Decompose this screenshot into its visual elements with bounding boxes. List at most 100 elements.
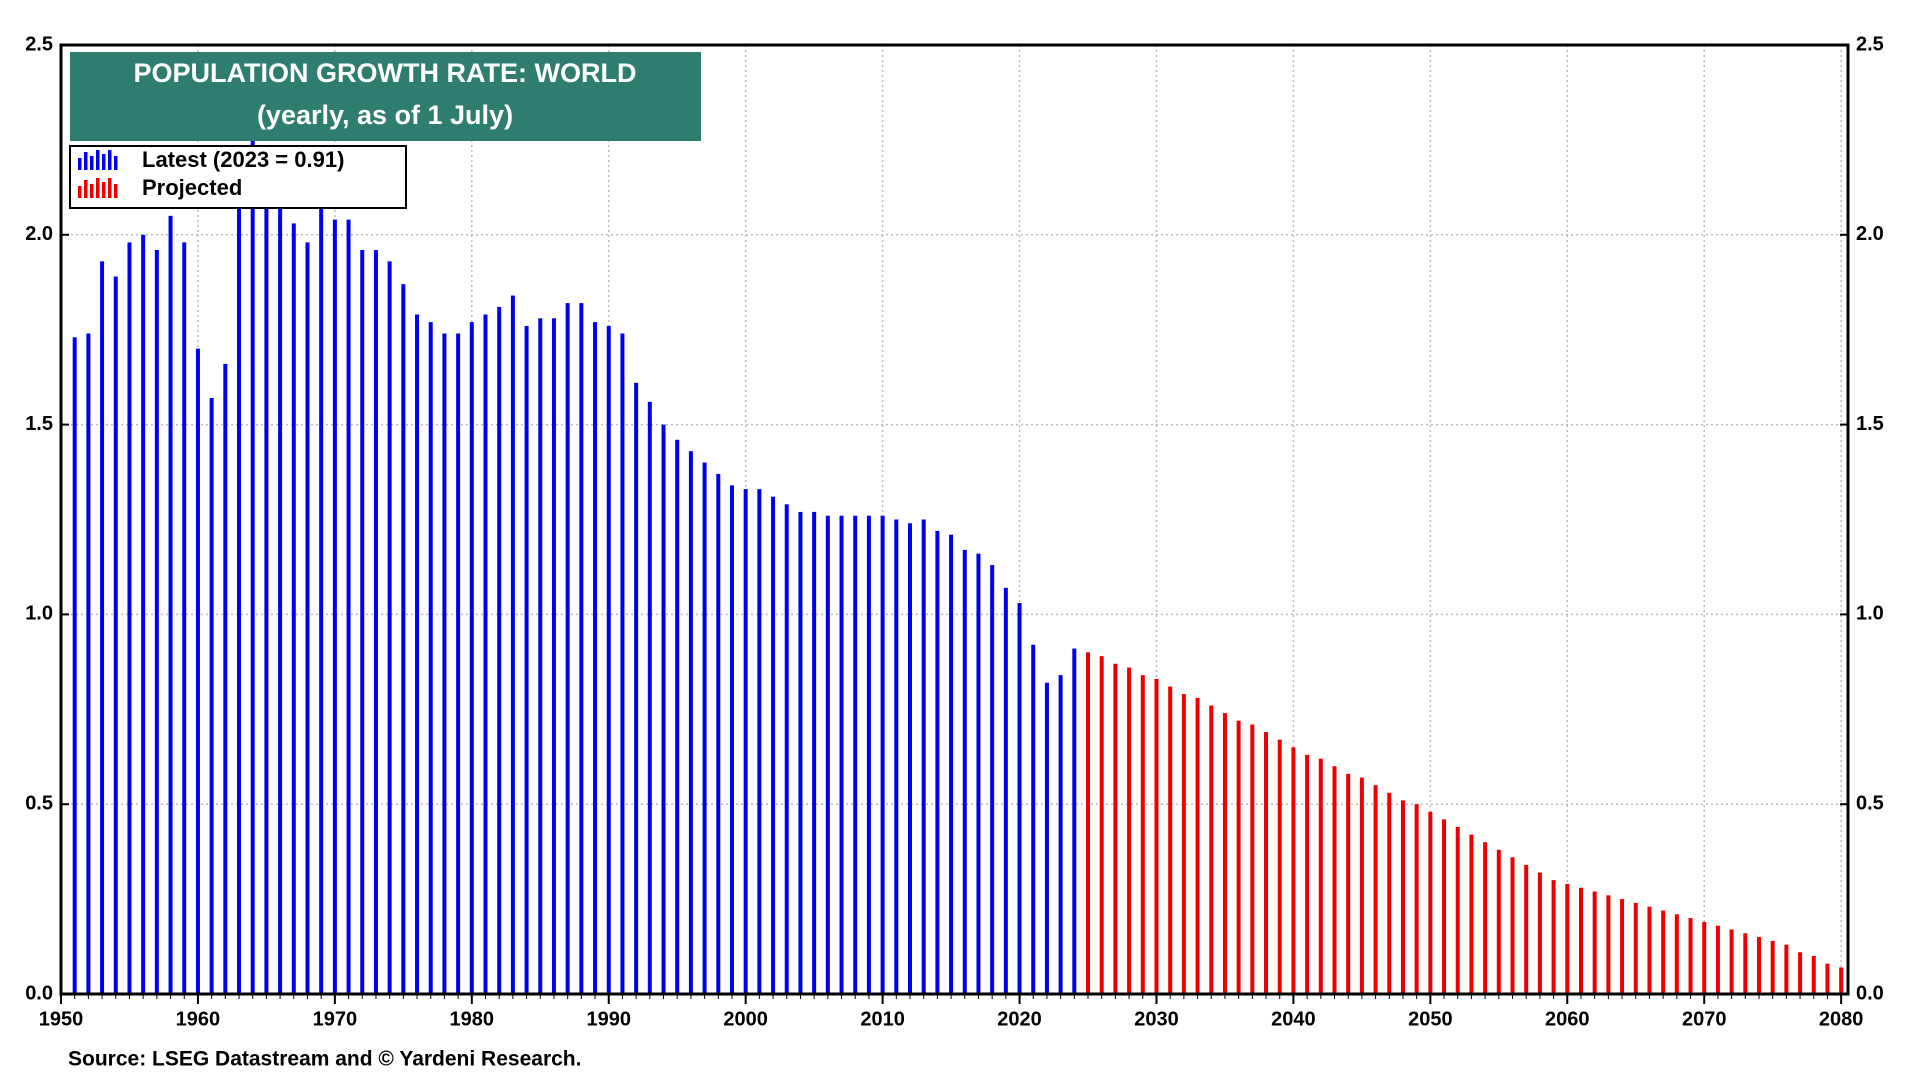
bar bbox=[825, 515, 830, 994]
x-tick-label: 2050 bbox=[1408, 1008, 1453, 1030]
bar bbox=[1455, 826, 1460, 994]
y2-tick-label: 2.5 bbox=[1856, 33, 1884, 55]
bar bbox=[1086, 652, 1091, 994]
bar bbox=[1537, 872, 1542, 994]
bar bbox=[880, 515, 885, 994]
bar bbox=[771, 496, 776, 994]
bar bbox=[1620, 899, 1625, 994]
bar bbox=[456, 333, 461, 995]
y2-tick-label: 2.0 bbox=[1856, 223, 1884, 245]
bar bbox=[1181, 694, 1186, 994]
y-tick-label: 0.0 bbox=[25, 982, 53, 1004]
bar bbox=[812, 511, 817, 994]
bar bbox=[935, 530, 940, 994]
bar bbox=[141, 234, 146, 995]
bar bbox=[401, 284, 406, 994]
bar bbox=[1606, 895, 1611, 994]
legend-swatch bbox=[108, 150, 112, 170]
bar bbox=[1359, 777, 1364, 994]
bar bbox=[332, 219, 337, 995]
legend-swatch bbox=[114, 156, 118, 170]
title-box bbox=[70, 52, 701, 141]
y-tick-label: 2.5 bbox=[25, 33, 53, 55]
bar bbox=[606, 325, 611, 994]
bar bbox=[1798, 952, 1803, 994]
x-tick-label: 1950 bbox=[39, 1008, 84, 1030]
bar bbox=[729, 485, 734, 994]
bar bbox=[1483, 842, 1488, 994]
x-tick-label: 2080 bbox=[1819, 1008, 1864, 1030]
bar bbox=[784, 504, 789, 994]
bar bbox=[497, 306, 502, 994]
legend-swatch bbox=[102, 182, 106, 198]
y2-tick-label: 0.0 bbox=[1856, 982, 1884, 1004]
bar bbox=[949, 534, 954, 994]
bar bbox=[1578, 887, 1583, 994]
bar bbox=[620, 333, 625, 995]
legend-swatch bbox=[84, 152, 88, 170]
bar bbox=[661, 424, 666, 995]
x-tick-label: 1960 bbox=[176, 1008, 221, 1030]
bar bbox=[1154, 678, 1159, 994]
x-tick-label: 2030 bbox=[1134, 1008, 1179, 1030]
legend-swatch bbox=[96, 178, 100, 198]
y-tick-label: 1.0 bbox=[25, 603, 53, 625]
x-tick-label: 1990 bbox=[586, 1008, 631, 1030]
bar bbox=[538, 318, 543, 994]
bar bbox=[1702, 921, 1707, 994]
bars bbox=[72, 139, 1844, 995]
bar bbox=[1839, 967, 1844, 994]
bar bbox=[702, 462, 707, 994]
bar bbox=[1825, 963, 1830, 994]
bar bbox=[1031, 644, 1036, 994]
bar bbox=[798, 511, 803, 994]
bar bbox=[757, 489, 762, 994]
bar bbox=[1674, 914, 1679, 994]
x-tick-label: 2040 bbox=[1271, 1008, 1316, 1030]
bar bbox=[1414, 804, 1419, 994]
bar bbox=[1565, 883, 1570, 994]
bar bbox=[866, 515, 871, 994]
bar bbox=[839, 515, 844, 994]
y2-tick-label: 1.0 bbox=[1856, 603, 1884, 625]
bar bbox=[209, 398, 214, 994]
bar bbox=[510, 295, 515, 994]
x-tick-label: 2000 bbox=[723, 1008, 768, 1030]
bar bbox=[1784, 944, 1789, 994]
x-tick-label: 1970 bbox=[313, 1008, 358, 1030]
bar bbox=[1524, 864, 1529, 994]
bar bbox=[1428, 811, 1433, 994]
bar bbox=[675, 439, 680, 994]
chart-subtitle: (yearly, as of 1 July) bbox=[257, 100, 513, 130]
bar bbox=[442, 333, 447, 995]
bar bbox=[1647, 906, 1652, 994]
bar bbox=[593, 322, 598, 994]
bar bbox=[1168, 686, 1173, 994]
bar bbox=[1729, 929, 1734, 994]
bar bbox=[1715, 925, 1720, 994]
bar bbox=[1811, 956, 1816, 994]
y-tick-label: 1.5 bbox=[25, 413, 53, 435]
x-tick-label: 2020 bbox=[997, 1008, 1042, 1030]
bar bbox=[182, 242, 187, 995]
bar bbox=[346, 219, 351, 995]
bar bbox=[1688, 918, 1693, 994]
bar bbox=[360, 249, 365, 994]
bar bbox=[1469, 834, 1474, 994]
legend-swatch bbox=[96, 150, 100, 170]
y-tick-label: 2.0 bbox=[25, 223, 53, 245]
bar bbox=[907, 523, 912, 994]
bar bbox=[1291, 747, 1296, 994]
bar bbox=[250, 139, 255, 994]
legend bbox=[69, 145, 407, 209]
bar bbox=[113, 276, 118, 994]
bar bbox=[1058, 675, 1063, 994]
bar bbox=[1195, 697, 1200, 994]
bar bbox=[195, 348, 200, 994]
bar bbox=[1305, 754, 1310, 994]
bar bbox=[1373, 785, 1378, 994]
bar bbox=[976, 553, 981, 994]
y-tick-label: 0.5 bbox=[25, 792, 53, 814]
bar bbox=[1770, 940, 1775, 994]
bar bbox=[469, 322, 474, 994]
